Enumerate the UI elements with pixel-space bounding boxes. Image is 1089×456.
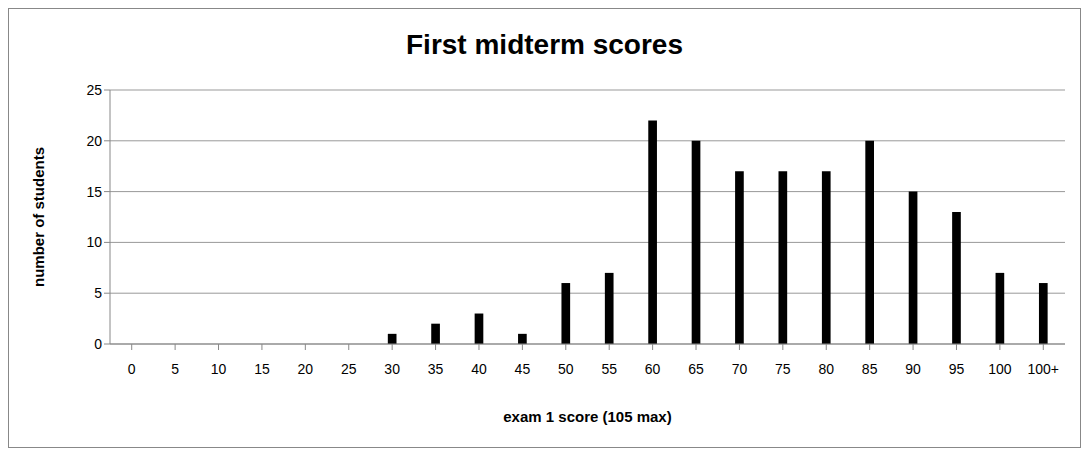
svg-text:0: 0: [94, 336, 102, 352]
svg-text:30: 30: [384, 361, 400, 377]
svg-text:75: 75: [775, 361, 791, 377]
svg-text:90: 90: [905, 361, 921, 377]
svg-text:5: 5: [94, 285, 102, 301]
svg-text:80: 80: [818, 361, 834, 377]
svg-text:95: 95: [949, 361, 965, 377]
svg-text:45: 45: [515, 361, 531, 377]
svg-text:10: 10: [86, 234, 102, 250]
svg-text:100: 100: [988, 361, 1012, 377]
svg-text:85: 85: [862, 361, 878, 377]
svg-text:number of students: number of students: [30, 147, 47, 287]
svg-text:55: 55: [601, 361, 617, 377]
svg-text:20: 20: [298, 361, 314, 377]
svg-text:40: 40: [471, 361, 487, 377]
svg-text:60: 60: [645, 361, 661, 377]
svg-text:25: 25: [341, 361, 357, 377]
svg-text:0: 0: [128, 361, 136, 377]
svg-text:exam 1 score (105 max): exam 1 score (105 max): [503, 408, 671, 425]
svg-text:15: 15: [254, 361, 270, 377]
svg-text:50: 50: [558, 361, 574, 377]
svg-text:65: 65: [688, 361, 704, 377]
svg-text:15: 15: [86, 184, 102, 200]
svg-text:25: 25: [86, 82, 102, 98]
svg-text:10: 10: [211, 361, 227, 377]
svg-text:20: 20: [86, 133, 102, 149]
svg-text:100+: 100+: [1028, 361, 1060, 377]
svg-text:5: 5: [171, 361, 179, 377]
html-text:First midterm scores: First midterm scores: [406, 29, 683, 60]
svg-text:70: 70: [732, 361, 748, 377]
svg-text:35: 35: [428, 361, 444, 377]
